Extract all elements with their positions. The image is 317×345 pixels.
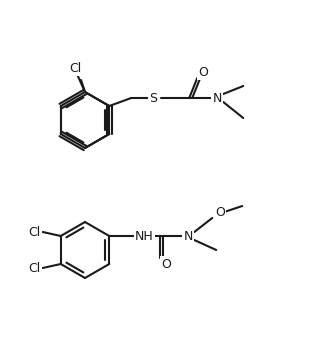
Text: O: O — [161, 257, 171, 270]
Text: Cl: Cl — [29, 262, 41, 275]
Text: O: O — [198, 66, 208, 79]
Text: Cl: Cl — [69, 61, 81, 75]
Text: NH: NH — [135, 229, 154, 243]
Text: Cl: Cl — [29, 226, 41, 238]
Text: N: N — [184, 229, 193, 243]
Text: O: O — [215, 206, 225, 218]
Text: N: N — [213, 91, 222, 105]
Text: S: S — [149, 91, 157, 105]
